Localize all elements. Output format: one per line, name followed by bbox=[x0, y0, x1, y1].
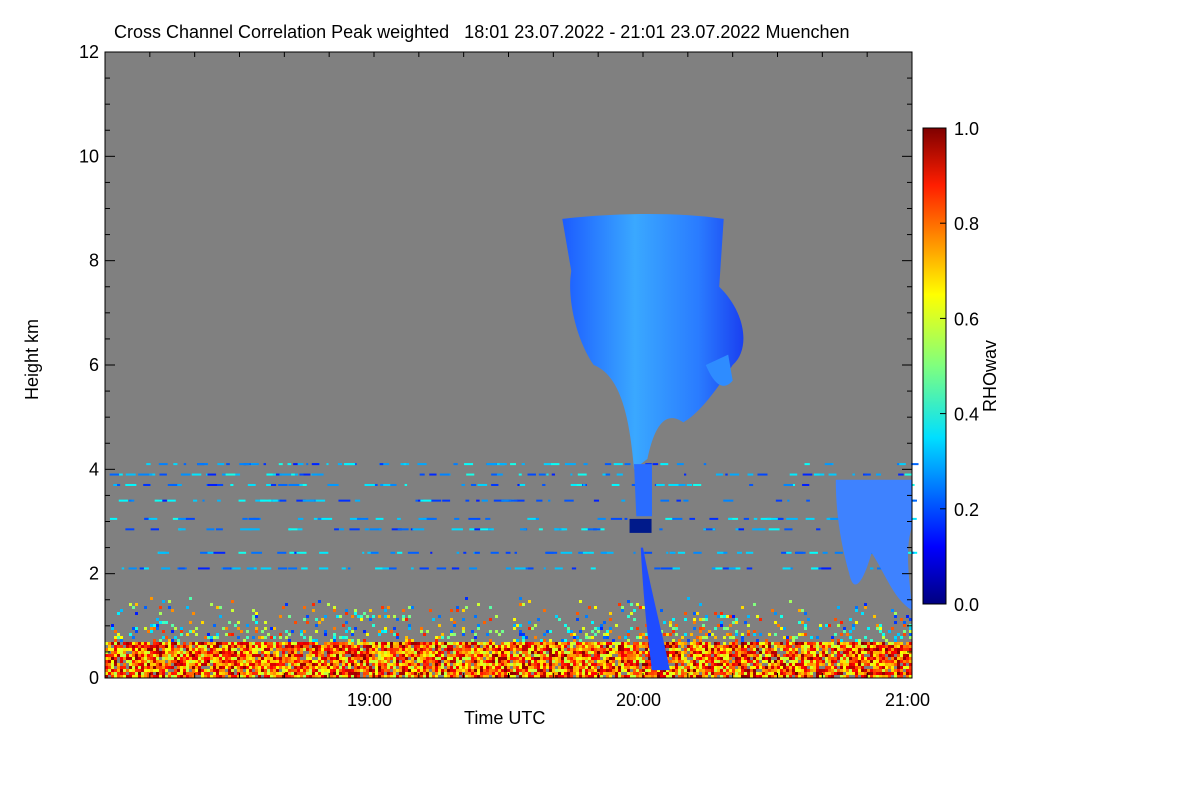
y-axis-label: Height km bbox=[22, 318, 42, 400]
fall-streak bbox=[640, 547, 670, 671]
plume-stem bbox=[634, 464, 652, 517]
y-axis: 0 2 4 6 8 10 12 bbox=[79, 42, 912, 688]
colorbar-label: RHOwav bbox=[980, 339, 1000, 412]
y-tick-label: 10 bbox=[79, 146, 99, 166]
x-tick-label: 21:00 bbox=[885, 690, 930, 710]
aerosol-streaks bbox=[109, 463, 919, 570]
y-tick-label: 8 bbox=[89, 251, 99, 271]
x-axis: 19:00 20:00 21:00 bbox=[104, 52, 930, 710]
mid-cloud bbox=[835, 479, 912, 611]
plot-area bbox=[104, 51, 919, 679]
x-axis-label: Time UTC bbox=[464, 708, 546, 728]
colorbar-tick-label: 0.4 bbox=[954, 405, 979, 425]
plume-body bbox=[562, 213, 744, 470]
colorbar-tick-label: 1.0 bbox=[954, 119, 979, 139]
colorbar: 0.0 0.2 0.4 0.6 0.8 1.0 bbox=[922, 119, 979, 615]
colorbar-tick-label: 0.0 bbox=[954, 595, 979, 615]
plume-streak bbox=[705, 354, 733, 386]
colorbar-tick-label: 0.2 bbox=[954, 500, 979, 520]
boundary-layer-cells bbox=[105, 597, 912, 678]
chart-title: Cross Channel Correlation Peak weighted … bbox=[114, 22, 850, 42]
colorbar-tick-label: 0.6 bbox=[954, 309, 979, 329]
y-tick-label: 2 bbox=[89, 564, 99, 584]
colorbar-tick-label: 0.8 bbox=[954, 214, 979, 234]
mid-cloud-body bbox=[835, 479, 912, 611]
y-tick-label: 6 bbox=[89, 355, 99, 375]
y-tick-label: 12 bbox=[79, 42, 99, 62]
x-tick-label: 20:00 bbox=[616, 690, 661, 710]
x-tick-label: 19:00 bbox=[347, 690, 392, 710]
y-tick-label: 0 bbox=[89, 668, 99, 688]
y-tick-label: 4 bbox=[89, 459, 99, 479]
colorbar-gradient bbox=[922, 127, 947, 605]
plume-dark-patch bbox=[629, 518, 652, 533]
plot-background bbox=[105, 52, 912, 678]
cirrus-plume bbox=[562, 213, 744, 671]
